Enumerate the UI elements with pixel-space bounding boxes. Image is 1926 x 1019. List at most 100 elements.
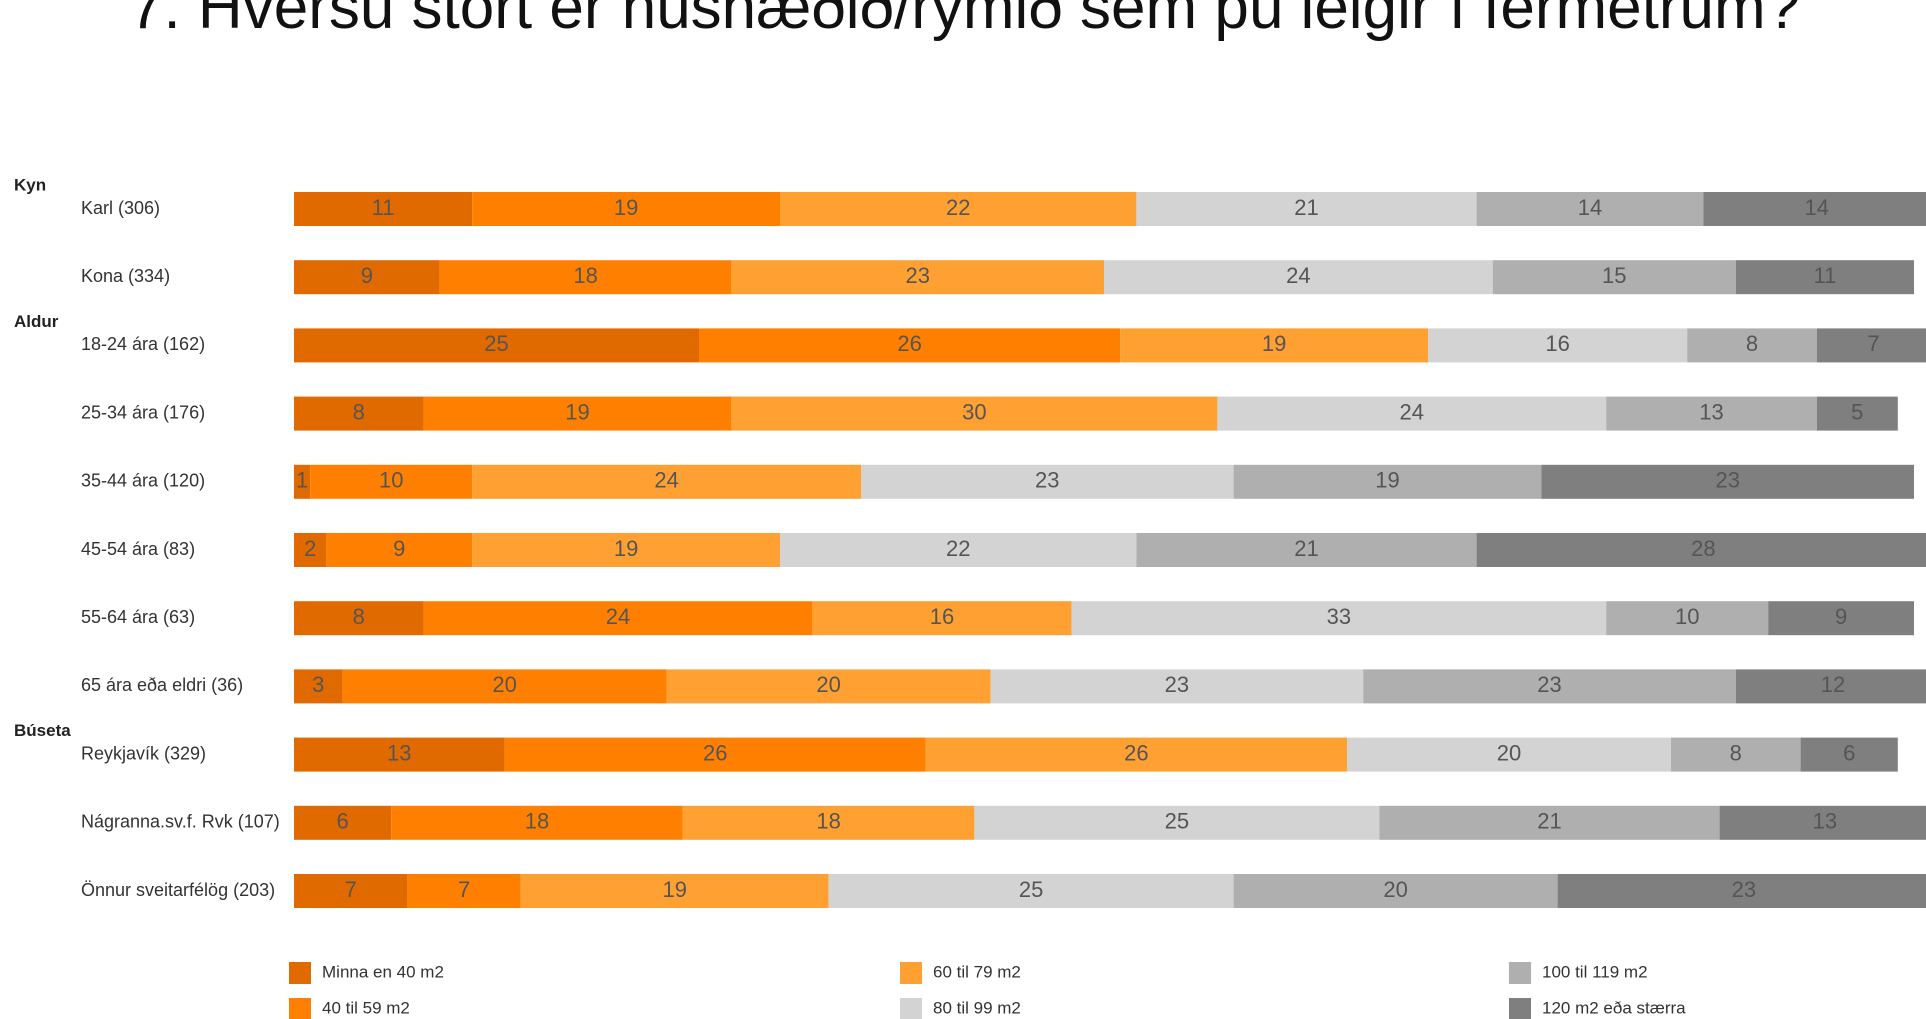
value-label: 19 — [1375, 468, 1399, 493]
bar-segment — [1476, 533, 1926, 567]
value-label: 8 — [1746, 331, 1758, 356]
value-label: 7 — [1867, 331, 1879, 356]
bar-segment — [699, 328, 1121, 363]
value-label: 11 — [1813, 263, 1836, 288]
group-label: Aldur — [14, 312, 59, 331]
value-label: 16 — [1545, 331, 1569, 356]
bar-segment — [1671, 737, 1801, 772]
value-label: 8 — [353, 604, 365, 629]
value-label: 20 — [1383, 877, 1407, 902]
value-label: 2 — [304, 536, 316, 561]
value-label: 23 — [1165, 672, 1189, 697]
value-label: 13 — [387, 740, 411, 765]
value-label: 19 — [1262, 331, 1286, 356]
bar-segment — [1800, 737, 1898, 772]
bar-segment — [294, 328, 699, 363]
bar-segment — [294, 805, 392, 840]
legend-label: 60 til 79 m2 — [933, 962, 1021, 981]
value-label: 23 — [1732, 877, 1756, 902]
value-label: 26 — [897, 331, 921, 356]
value-label: 19 — [614, 195, 638, 220]
bar-segment — [1687, 328, 1817, 363]
value-label: 20 — [1497, 740, 1521, 765]
legend-label: 80 til 99 m2 — [933, 998, 1021, 1017]
bar-segment — [990, 669, 1364, 704]
bar-segment — [326, 533, 473, 567]
bar-segment — [294, 260, 440, 295]
category-label: Önnur sveitarfélög (203) — [81, 880, 275, 900]
bar-segment — [812, 601, 1072, 636]
bar-segment — [1379, 805, 1720, 840]
value-label: 7 — [345, 877, 357, 902]
value-label: 20 — [816, 672, 840, 697]
value-label: 21 — [1537, 809, 1561, 834]
value-label: 22 — [946, 195, 970, 220]
bar-segment — [974, 805, 1380, 840]
value-label: 23 — [1537, 672, 1561, 697]
value-label: 26 — [1124, 740, 1148, 765]
legend-swatch — [900, 998, 922, 1019]
bar-segment — [1363, 669, 1736, 704]
value-label: 12 — [1821, 672, 1845, 697]
legend-swatch — [289, 962, 311, 984]
bar-segment — [439, 260, 732, 295]
category-label: 18-24 ára (162) — [81, 334, 205, 354]
value-label: 24 — [1400, 399, 1424, 424]
value-label: 23 — [905, 263, 929, 288]
legend-label: 120 m2 eða stærra — [1542, 998, 1686, 1017]
value-label: 14 — [1578, 195, 1602, 220]
bar-segment — [780, 533, 1137, 567]
value-label: 8 — [353, 399, 365, 424]
bar-segment — [472, 192, 780, 226]
value-label: 13 — [1699, 399, 1723, 424]
value-label: 18 — [816, 809, 840, 834]
bar-segment — [294, 669, 343, 704]
bar-segment — [1071, 601, 1607, 636]
value-label: 19 — [565, 399, 589, 424]
value-label: 7 — [458, 877, 470, 902]
legend-swatch — [900, 962, 922, 984]
bar-segment — [861, 464, 1234, 499]
category-label: Karl (306) — [81, 198, 160, 218]
bar-segment — [731, 396, 1218, 431]
bar-segment — [1233, 464, 1542, 499]
bar-segment — [294, 464, 311, 499]
value-label: 33 — [1327, 604, 1351, 629]
bar-segment — [1233, 874, 1558, 908]
value-label: 24 — [1286, 263, 1310, 288]
group-label: Búseta — [14, 721, 71, 740]
bar-segment — [828, 874, 1234, 908]
value-label: 11 — [372, 195, 395, 220]
value-label: 6 — [1843, 740, 1855, 765]
value-label: 23 — [1035, 468, 1059, 493]
bar-segment — [342, 669, 667, 704]
bar-segment — [925, 737, 1347, 772]
bar-segment — [1428, 328, 1688, 363]
value-label: 21 — [1294, 536, 1318, 561]
bar-segment — [1217, 396, 1607, 431]
value-label: 23 — [1715, 468, 1739, 493]
value-label: 26 — [703, 740, 727, 765]
bar-segment — [1703, 192, 1926, 226]
category-label: 25-34 ára (176) — [81, 402, 205, 422]
bar-segment — [1816, 396, 1898, 431]
bar-segment — [1719, 805, 1926, 840]
value-label: 18 — [573, 263, 597, 288]
value-label: 20 — [492, 672, 516, 697]
legend-swatch — [1509, 962, 1531, 984]
bar-segment — [1476, 192, 1704, 226]
group-label: Kyn — [14, 175, 46, 194]
bar-segment — [1120, 328, 1428, 363]
chart-title: 7. Hversu stórt er húsnæðið/rýmið sem þú… — [129, 0, 1800, 42]
value-label: 13 — [1813, 809, 1837, 834]
bar-segment — [310, 464, 473, 499]
bar-segment — [682, 805, 975, 840]
category-label: 45-54 ára (83) — [81, 539, 195, 559]
bar-segment — [423, 601, 813, 636]
bar-segment — [1136, 192, 1477, 226]
category-label: Kona (334) — [81, 266, 170, 286]
legend-label: 40 til 59 m2 — [322, 998, 410, 1017]
value-label: 19 — [662, 877, 686, 902]
category-label: Reykjavík (329) — [81, 743, 206, 763]
